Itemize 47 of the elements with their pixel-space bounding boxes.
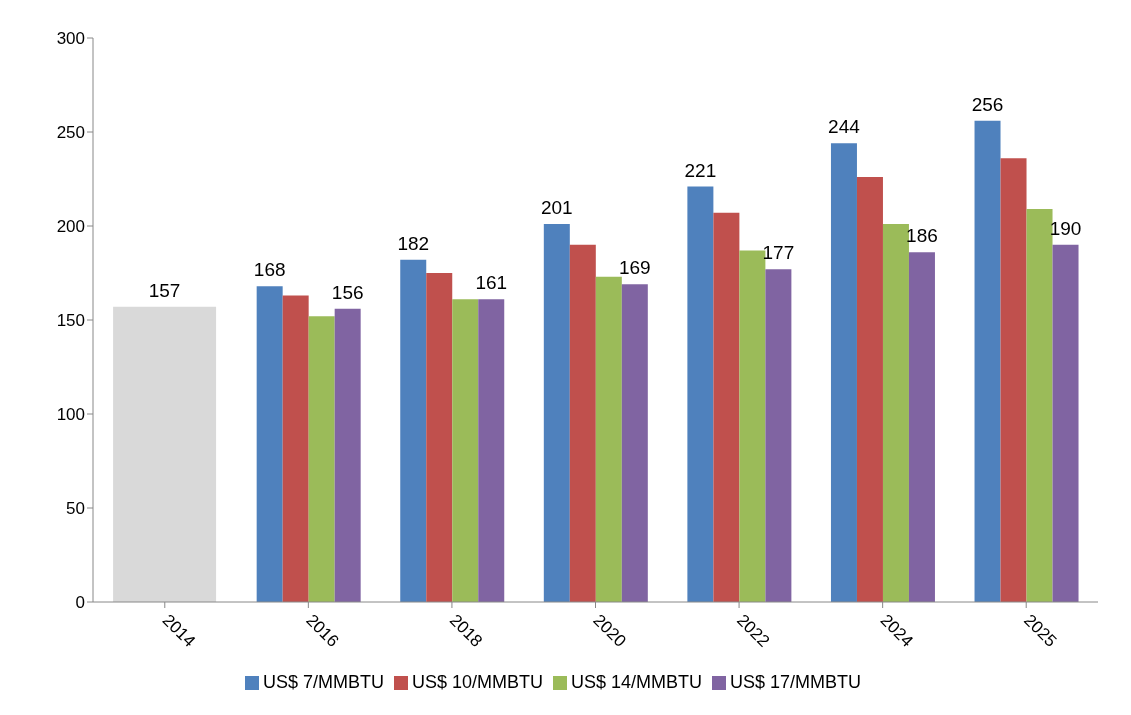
bar [426,273,453,602]
data-label: 182 [397,232,430,254]
bar [1000,158,1027,602]
data-label: 177 [762,242,795,264]
bar [113,306,217,602]
legend-label: US$ 10/MMBTU [411,672,543,692]
bar [974,120,1001,602]
bar [543,224,570,602]
bar [765,269,792,602]
y-tick-label: 250 [56,123,85,143]
bar [478,299,505,602]
y-tick-label: 0 [75,593,85,613]
bar [908,252,935,602]
bar [830,143,857,602]
legend-label: US$ 17/MMBTU [730,672,862,692]
y-tick-label: 150 [56,311,85,331]
data-label: 256 [971,93,1004,115]
bar [334,308,361,602]
bar [569,244,596,602]
data-label: 244 [828,116,861,138]
y-tick-label: 50 [66,499,85,519]
data-label: 201 [540,197,573,219]
bar [856,177,883,602]
bar [739,250,766,602]
bar [687,186,714,602]
data-label: 156 [331,281,364,303]
data-label: 168 [253,259,286,281]
y-tick-label: 100 [56,405,85,425]
bar [713,212,740,602]
y-tick-label: 200 [56,217,85,237]
bar [400,259,427,602]
bar [1052,244,1079,602]
data-label: 169 [618,257,651,279]
bar [256,286,283,602]
legend-label: US$ 14/MMBTU [571,672,703,692]
bar [1026,209,1053,602]
data-label: 157 [148,279,181,301]
bar [308,316,335,602]
bar [282,295,309,602]
bar [882,224,909,602]
bar [595,276,622,602]
data-label: 221 [684,159,717,181]
legend-label: US$ 7/MMBTU [262,672,384,692]
bar [621,284,648,602]
data-label: 161 [475,272,508,294]
y-tick-label: 300 [56,29,85,49]
bar [452,299,479,602]
